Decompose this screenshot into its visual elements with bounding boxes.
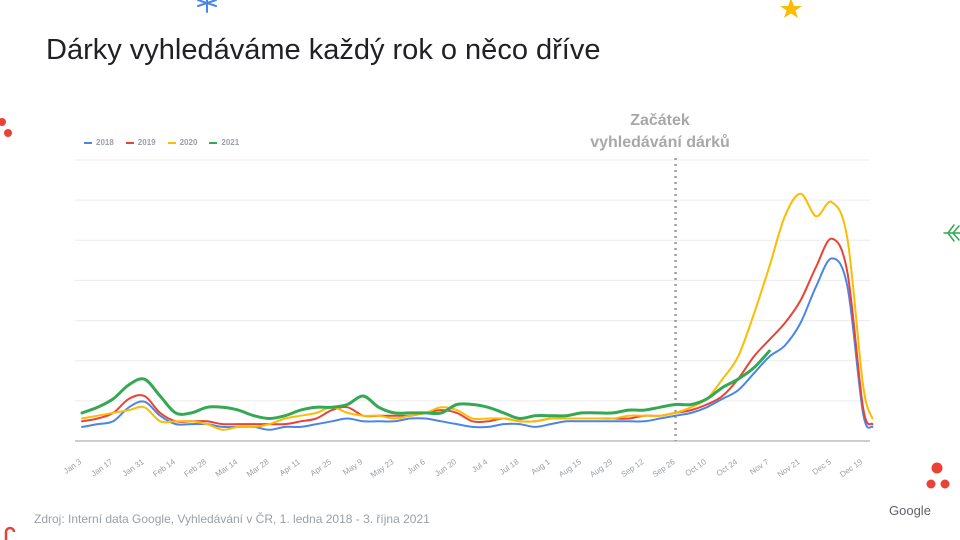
series-line-2020 <box>81 192 874 431</box>
x-tick-label: Aug 1 <box>529 457 552 477</box>
x-tick-label: Aug 29 <box>588 457 614 479</box>
legend-swatch-2020 <box>167 141 176 144</box>
legend-label-2021: 2021 <box>221 138 240 147</box>
x-tick-label: May 9 <box>341 457 364 477</box>
x-tick-label: Jul 4 <box>470 457 489 474</box>
x-tick-label: Oct 10 <box>683 457 708 478</box>
page-title: Dárky vyhledáváme každý rok o něco dříve <box>46 34 601 66</box>
x-tick-label: Nov 7 <box>748 457 771 477</box>
x-tick-label: Mar 28 <box>245 457 271 479</box>
legend-label-2018: 2018 <box>96 138 114 147</box>
x-tick-label: Jun 6 <box>406 457 428 476</box>
gift-search-start-annotation: Začátek vyhledávání dárků <box>560 110 760 154</box>
legend-swatch-2018 <box>84 141 92 144</box>
annotation-line-2: vyhledávání dárků <box>590 134 730 151</box>
berries-icon <box>0 118 12 137</box>
legend-item-2021: 2021 <box>209 138 239 147</box>
x-tick-label: Dec 5 <box>811 457 834 477</box>
x-tick-label: Feb 28 <box>183 457 209 479</box>
google-logo: Google <box>889 503 931 518</box>
x-tick-label: Oct 24 <box>715 457 740 478</box>
star-icon <box>780 0 802 18</box>
candy-cane-icon <box>4 526 16 540</box>
x-tick-label: Sep 12 <box>620 457 646 479</box>
x-tick-label: Apr 11 <box>278 457 302 478</box>
x-tick-label: Aug 15 <box>557 457 583 479</box>
x-tick-label: Sep 26 <box>651 457 677 479</box>
berries-icon-bottom <box>926 462 950 489</box>
legend-item-2018: 2018 <box>84 138 114 147</box>
x-tick-label: Jan 3 <box>62 457 84 476</box>
snowflake-icon <box>197 0 217 13</box>
x-tick-label: Nov 21 <box>776 457 802 479</box>
x-tick-label: Jun 20 <box>433 457 458 478</box>
x-tick-label: Jan 31 <box>121 457 146 478</box>
legend-label-2020: 2020 <box>179 138 198 147</box>
x-tick-label: Apr 25 <box>309 457 334 478</box>
legend-item-2020: 2020 <box>167 138 198 147</box>
fir-branch-icon <box>943 224 960 242</box>
x-tick-label: May 23 <box>369 457 396 480</box>
x-tick-label: Feb 14 <box>151 457 177 479</box>
series-line-2021 <box>80 349 771 421</box>
legend-item-2019: 2019 <box>125 138 156 147</box>
series-line-2018 <box>81 257 874 431</box>
series-line-2019 <box>81 237 874 426</box>
x-tick-label: Mar 14 <box>214 457 240 479</box>
legend-swatch-2021 <box>209 141 218 144</box>
source-note: Zdroj: Interní data Google, Vyhledávání … <box>34 512 430 526</box>
legend-swatch-2019 <box>125 141 134 144</box>
x-tick-label: Jul 18 <box>498 457 521 477</box>
legend-label-2019: 2019 <box>137 138 156 147</box>
chart-legend: 2018 2019 2020 2021 <box>84 138 239 147</box>
x-tick-label: Jan 17 <box>90 457 115 478</box>
annotation-line-1: Začátek <box>630 112 690 129</box>
x-tick-label: Dec 19 <box>838 457 864 479</box>
